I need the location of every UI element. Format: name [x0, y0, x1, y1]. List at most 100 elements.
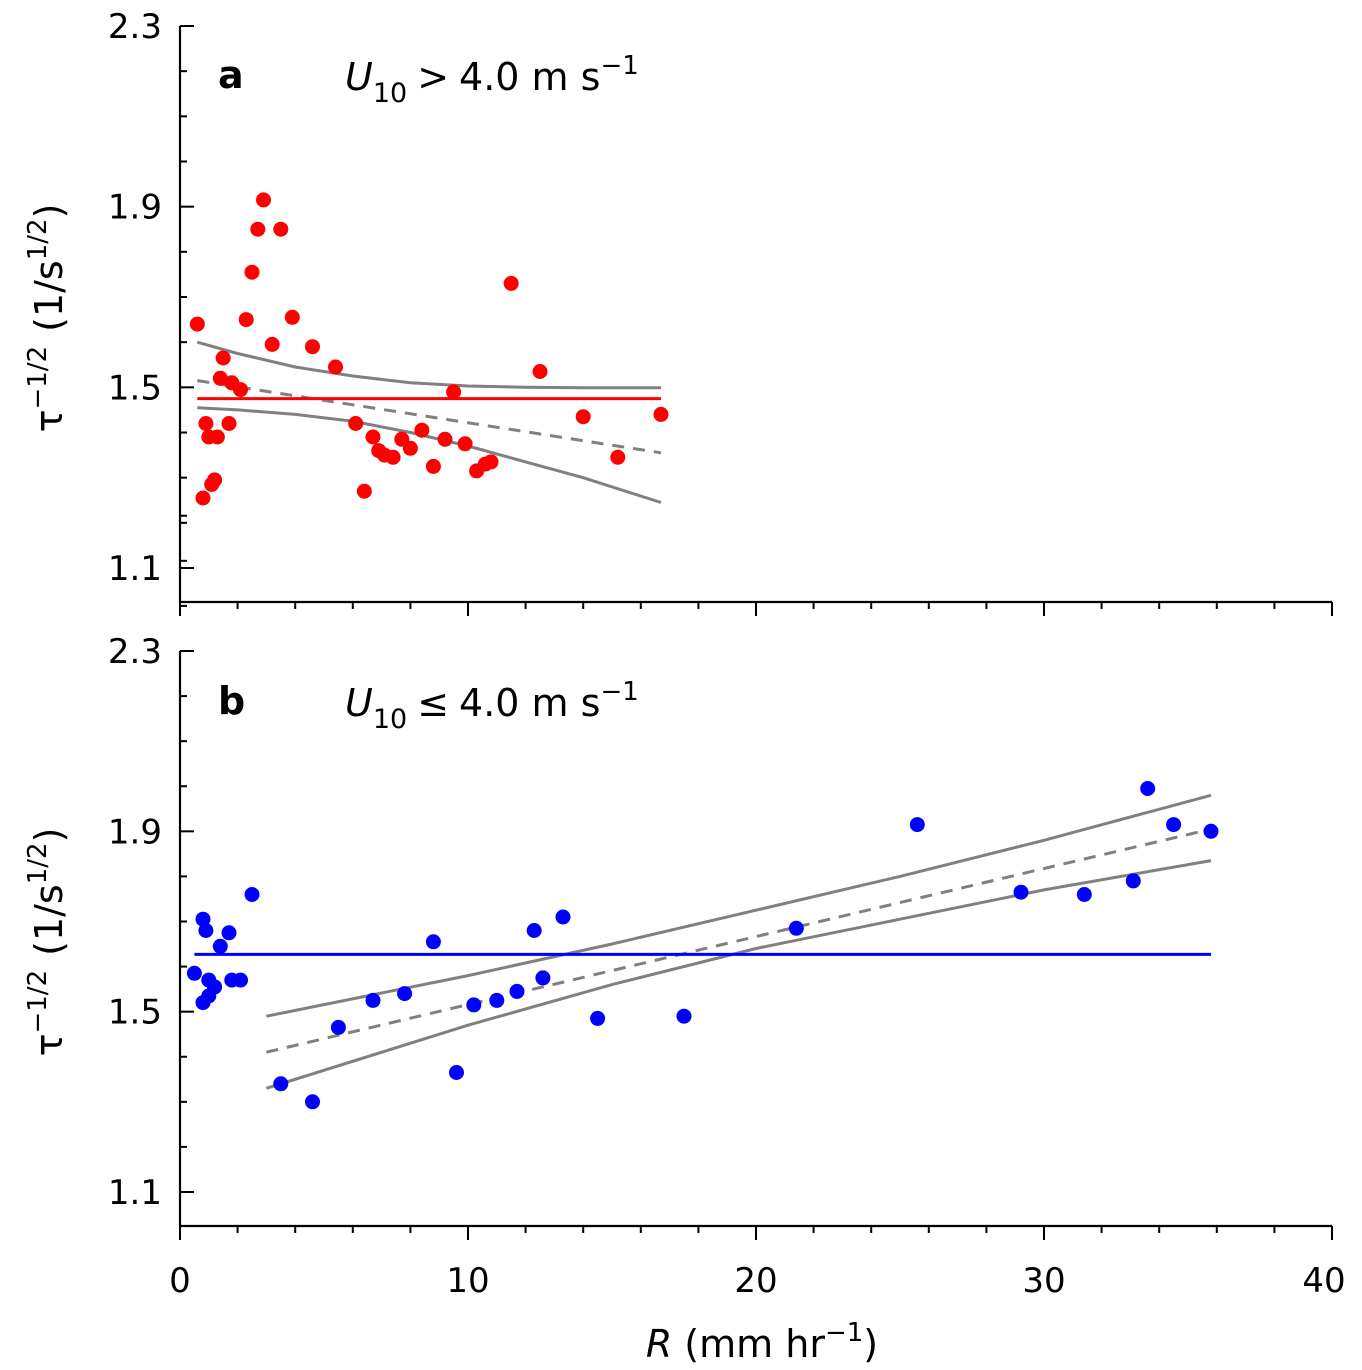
data-point	[328, 359, 343, 375]
y-tick-label: 1.5	[108, 993, 162, 1033]
data-point	[449, 1065, 464, 1080]
upper-confidence-band	[266, 793, 1212, 1018]
data-point	[1166, 817, 1182, 833]
data-point	[397, 986, 413, 1002]
data-point	[273, 221, 289, 237]
data-point	[437, 431, 453, 447]
panel-b-y-axis-title: τ−1/2(1/s1/2)	[23, 828, 71, 1057]
data-point	[212, 938, 228, 954]
x-tick-label: 10	[446, 1261, 489, 1301]
data-point	[653, 406, 669, 422]
y-tick-label: 1.9	[108, 812, 162, 852]
panel-b-x-tick-labels: 0 10 20 30 40	[169, 1261, 1345, 1301]
y-tick-label: 1.1	[108, 1173, 162, 1213]
data-point	[425, 458, 441, 474]
data-point	[186, 965, 202, 981]
y-tick-label: 1.5	[108, 368, 162, 408]
y-tick-label: 1.9	[108, 188, 162, 228]
x-tick-label: 40	[1302, 1261, 1345, 1301]
data-point	[244, 887, 260, 902]
data-point	[233, 382, 248, 398]
y-tick-label: 2.3	[108, 7, 162, 47]
y-tick-label: 2.3	[108, 632, 162, 672]
data-point	[457, 436, 473, 452]
panel-a-x-ticks	[179, 602, 1333, 616]
panel-b-plot-area	[186, 781, 1219, 1110]
data-point	[348, 416, 364, 431]
x-tick-label: 30	[1022, 1261, 1065, 1301]
data-point	[909, 817, 925, 833]
x-tick-label: 0	[169, 1261, 191, 1301]
data-point	[526, 923, 542, 938]
data-point	[356, 483, 372, 499]
lower-confidence-band	[197, 406, 662, 504]
panel-a-plot-area	[189, 192, 669, 506]
data-point	[284, 309, 300, 325]
data-point	[238, 312, 254, 328]
data-point	[207, 472, 223, 488]
data-point	[466, 997, 482, 1013]
data-point	[195, 911, 211, 927]
data-point	[189, 316, 205, 332]
panel-b-letter: b	[218, 679, 245, 723]
data-point	[215, 350, 231, 366]
data-point	[483, 454, 499, 470]
data-point	[273, 1076, 289, 1092]
panel-a-letter: a	[218, 53, 244, 97]
data-point	[244, 264, 260, 280]
x-tick-label: 20	[734, 1261, 777, 1301]
data-point	[555, 909, 571, 925]
data-point	[250, 221, 266, 237]
panel-a-y-ticks	[180, 25, 194, 569]
data-point	[209, 429, 225, 445]
data-point	[305, 1094, 320, 1110]
data-point	[305, 339, 320, 355]
panel-b-y-ticks	[180, 514, 194, 1193]
data-point	[195, 490, 211, 506]
panel-b: 1.1 1.5 1.9 2.3 0 10 20 30 40 b U10 ≤4.0 m s−1 τ…	[23, 514, 1346, 1301]
data-point	[489, 992, 505, 1008]
lower-confidence-band	[265, 859, 1212, 1090]
panel-a-condition: U10 >4.0 m s−1	[345, 51, 639, 109]
data-point	[535, 970, 551, 986]
data-point	[446, 384, 462, 400]
panel-b-x-ticks	[179, 1226, 1333, 1240]
data-point	[414, 422, 430, 438]
data-point	[503, 275, 519, 291]
data-point	[264, 336, 280, 352]
data-point	[676, 1008, 692, 1024]
data-point	[385, 449, 401, 465]
data-point	[575, 409, 591, 425]
y-tick-label: 1.1	[108, 549, 162, 589]
data-point	[532, 364, 548, 379]
x-axis-title: R (mm hr−1)	[646, 1318, 878, 1366]
data-point	[365, 429, 381, 445]
data-point	[212, 370, 228, 386]
data-point	[425, 934, 441, 950]
upper-confidence-band	[196, 340, 661, 390]
data-point	[402, 440, 418, 456]
panel-b-y-tick-labels: 1.1 1.5 1.9 2.3	[108, 632, 162, 1213]
data-point	[1125, 873, 1141, 889]
data-point	[1013, 884, 1029, 900]
data-point	[330, 1019, 346, 1035]
data-point	[256, 192, 271, 208]
regression-fit-line	[197, 379, 662, 455]
data-point	[788, 920, 804, 936]
data-point	[1140, 781, 1156, 796]
data-point	[198, 416, 214, 431]
data-point	[509, 983, 525, 999]
data-point	[365, 992, 381, 1008]
panel-b-condition: U10 ≤4.0 m s−1	[345, 677, 639, 735]
panel-a-y-axis-title: τ−1/2(1/s1/2)	[23, 204, 71, 433]
panel-a: 1.1 1.5 1.9 2.3 a U10 >4.0 m s−1 τ−1/2(1/s1/…	[23, 7, 1333, 616]
regression-fit-line	[266, 827, 1212, 1054]
data-point	[207, 979, 223, 995]
data-point	[1203, 823, 1219, 839]
data-point	[198, 923, 214, 938]
data-point	[221, 416, 237, 431]
data-point	[221, 925, 237, 941]
data-point	[233, 972, 248, 988]
panel-a-y-tick-labels: 1.1 1.5 1.9 2.3	[108, 7, 162, 589]
